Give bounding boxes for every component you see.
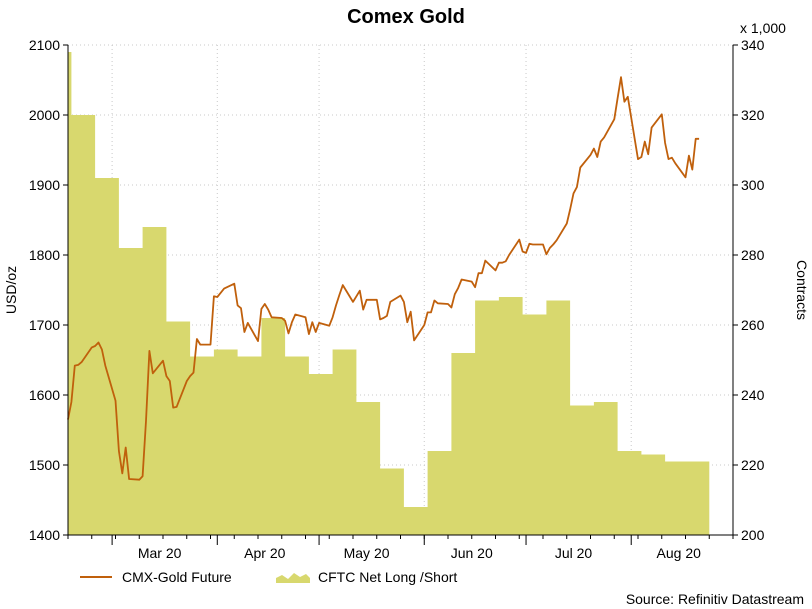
legend: CMX-Gold Future CFTC Net Long /Short xyxy=(80,569,457,585)
chart-title: Comex Gold xyxy=(347,6,465,28)
y-right-tick-label: 300 xyxy=(741,177,765,193)
area-layer xyxy=(68,52,710,535)
y-right-axis-label: Contracts xyxy=(794,260,810,320)
y-left-tick-label: 1700 xyxy=(29,317,60,333)
axes-layer xyxy=(63,44,738,545)
y-right-tick-label: 200 xyxy=(741,527,765,543)
y-left-tick-label: 1400 xyxy=(29,527,60,543)
y-left-tick-label: 1500 xyxy=(29,457,60,473)
line-layer xyxy=(67,76,700,481)
y-left-tick-label: 1900 xyxy=(29,177,60,193)
legend-area-swatch xyxy=(276,573,310,583)
y-right-tick-label: 240 xyxy=(741,387,765,403)
y-right-tick-label: 280 xyxy=(741,247,765,263)
y-left-tick-label: 2000 xyxy=(29,107,60,123)
y-right-tick-label: 220 xyxy=(741,457,765,473)
legend-label-gold: CMX-Gold Future xyxy=(122,569,232,585)
x-tick-label: Aug 20 xyxy=(657,545,702,561)
source-note: Source: Refinitiv Datastream xyxy=(626,591,804,607)
gold-future-line xyxy=(67,76,700,481)
legend-label-cftc: CFTC Net Long /Short xyxy=(318,569,457,585)
cftc-area xyxy=(68,52,710,535)
labels-layer: 1400 1500 1600 1700 1800 1900 2000 2100 200 220 24… xyxy=(29,37,765,561)
x-tick-label: Mar 20 xyxy=(138,545,182,561)
y-right-tick-label: 260 xyxy=(741,317,765,333)
y-right-tick-label: 340 xyxy=(741,37,765,53)
y-left-tick-label: 1600 xyxy=(29,387,60,403)
y-right-tick-label: 320 xyxy=(741,107,765,123)
y-left-tick-label: 2100 xyxy=(29,37,60,53)
x-tick-label: Jun 20 xyxy=(451,545,493,561)
x-tick-label: May 20 xyxy=(344,545,390,561)
x-tick-label: Apr 20 xyxy=(244,545,285,561)
x-tick-label: Jul 20 xyxy=(555,545,593,561)
y-right-multiplier-label: x 1,000 xyxy=(740,20,786,36)
y-left-axis-label: USD/oz xyxy=(3,266,19,314)
y-left-tick-label: 1800 xyxy=(29,247,60,263)
